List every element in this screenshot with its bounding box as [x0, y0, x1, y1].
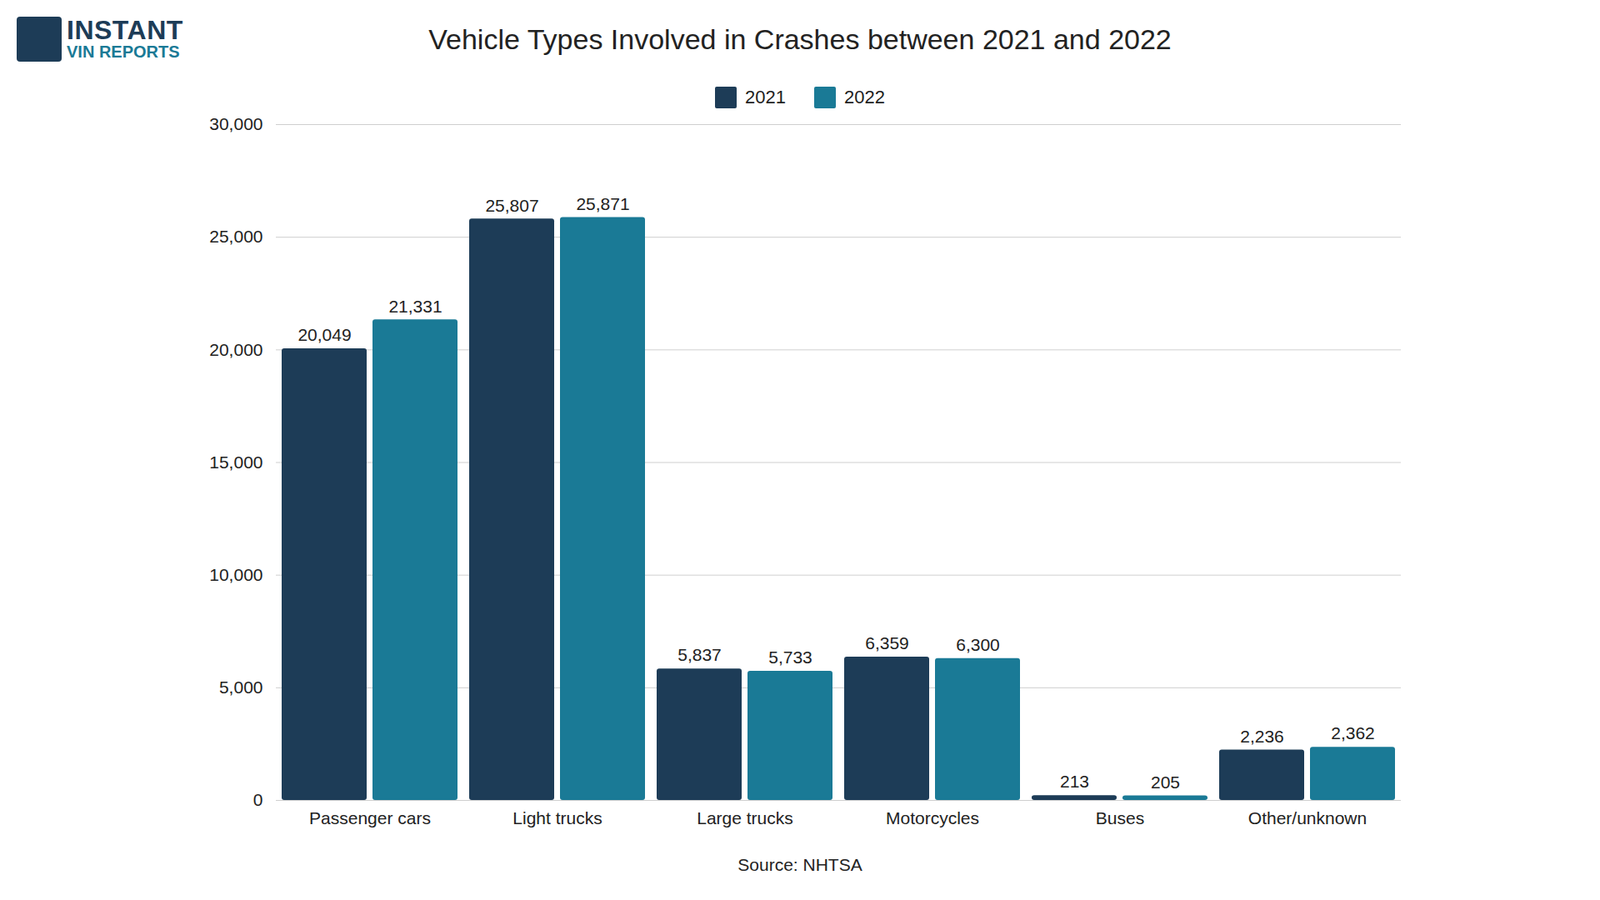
html-text:Vehicle Types Involved in Cras: Vehicle Types Involved in Crashes betwee… — [428, 23, 1172, 55]
svg-text:5,837: 5,837 — [677, 645, 722, 665]
svg-text:5,000: 5,000 — [219, 677, 264, 697]
svg-text:20,000: 20,000 — [209, 340, 263, 360]
svg-text:Passenger cars: Passenger cars — [309, 808, 431, 828]
svg-text:Motorcycles: Motorcycles — [885, 808, 980, 828]
svg-text:6,300: 6,300 — [955, 635, 1000, 655]
svg-text:0: 0 — [253, 790, 264, 810]
svg-text:25,807: 25,807 — [485, 195, 539, 215]
html-text:VIN REPORTS: VIN REPORTS — [66, 42, 180, 61]
svg-text:6,359: 6,359 — [865, 633, 910, 653]
svg-text:Other/unknown: Other/unknown — [1248, 808, 1367, 828]
html-text:2021: 2021 — [745, 86, 786, 108]
svg-text:20,049: 20,049 — [297, 325, 351, 345]
svg-text:213: 213 — [1060, 771, 1090, 791]
svg-text:Buses: Buses — [1095, 808, 1145, 828]
html-text:INSTANT: INSTANT — [66, 15, 184, 45]
svg-text:2,362: 2,362 — [1330, 723, 1375, 743]
svg-text:2,236: 2,236 — [1240, 726, 1285, 746]
html-text:Source: NHTSA: Source: NHTSA — [737, 855, 863, 875]
html-text:2022: 2022 — [844, 86, 885, 108]
svg-text:30,000: 30,000 — [209, 114, 263, 134]
svg-text:5,733: 5,733 — [768, 647, 813, 667]
svg-text:10,000: 10,000 — [209, 565, 263, 585]
svg-text:15,000: 15,000 — [209, 452, 263, 472]
svg-text:Light trucks: Light trucks — [512, 808, 602, 828]
svg-text:25,000: 25,000 — [209, 226, 263, 246]
svg-text:21,331: 21,331 — [388, 296, 442, 316]
svg-text:25,871: 25,871 — [575, 194, 630, 214]
svg-text:205: 205 — [1150, 772, 1180, 792]
svg-text:Large trucks: Large trucks — [696, 808, 794, 828]
